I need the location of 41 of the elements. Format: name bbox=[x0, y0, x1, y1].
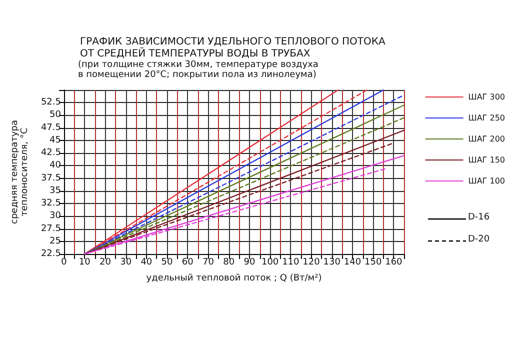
x-tick-label: 100 bbox=[261, 258, 279, 268]
y-tick-label: 32.5 bbox=[40, 198, 61, 209]
y-tick-label: 52.5 bbox=[40, 98, 61, 108]
legend-label: ШАГ 250 bbox=[468, 114, 505, 122]
x-tick-label: 0 bbox=[61, 258, 68, 268]
x-tick-label: 40 bbox=[140, 258, 152, 268]
legend-label: ШАГ 300 bbox=[468, 92, 505, 102]
y-tick-label: 27.5 bbox=[40, 224, 61, 234]
x-tick-label: 130 bbox=[323, 258, 341, 268]
x-tick-label: 10 bbox=[78, 258, 91, 268]
y-tick-label: 47.5 bbox=[40, 122, 61, 133]
x-tick-label: 110 bbox=[282, 258, 300, 268]
y-tick-label: 45 bbox=[50, 135, 61, 146]
y-tick-label: 35 bbox=[50, 186, 61, 196]
x-tick-label: 150 bbox=[364, 258, 382, 268]
y-axis-title: средняя температура теплоносителя, °C bbox=[10, 120, 30, 224]
x-tick-label: 60 bbox=[182, 258, 194, 268]
y-tick-label: 42.5 bbox=[40, 148, 61, 158]
chart-subtitle: (при толщине стяжки 30мм, температуре воздуха в помещении 20°C; покрытии пола из линолеума) bbox=[78, 60, 318, 80]
x-tick-label: 20 bbox=[99, 258, 112, 268]
x-tick-label: 50 bbox=[161, 258, 174, 268]
x-tick-label: 80 bbox=[223, 258, 235, 268]
y-tick-label: 22.5 bbox=[40, 249, 61, 259]
y-tick-label: 30 bbox=[50, 211, 62, 222]
text: D-16 bbox=[468, 212, 490, 222]
chart-title: ГРАФИК ЗАВИСИМОСТИ УДЕЛЬНОГО ТЕПЛОВОГО ПОТОКА ОТ СРЕДНЕЙ ТЕМПЕРАТУРЫ ВОДЫ В ТРУБАХ bbox=[80, 36, 386, 60]
x-tick-label: 120 bbox=[302, 258, 320, 268]
legend-label: ШАГ 200 bbox=[468, 134, 505, 144]
x-tick-label: 160 bbox=[385, 258, 403, 268]
y-tick-label: 37.5 bbox=[40, 173, 61, 184]
legend-label: ШАГ 150 bbox=[468, 156, 505, 164]
y-tick-label: 50 bbox=[50, 110, 62, 120]
x-tick-label: 30 bbox=[120, 258, 132, 268]
x-tick-label: 140 bbox=[344, 258, 362, 268]
text: D-20 bbox=[468, 234, 490, 244]
legend-label: ШАГ 100 bbox=[468, 176, 505, 186]
y-tick-label: 40 bbox=[50, 160, 62, 171]
x-tick-label: 90 bbox=[244, 258, 256, 268]
x-tick-label: 70 bbox=[202, 258, 214, 268]
y-tick-label: 25 bbox=[50, 236, 61, 246]
x-axis-title: удельный тепловой поток ; Q (Вт/м²) bbox=[146, 274, 322, 284]
